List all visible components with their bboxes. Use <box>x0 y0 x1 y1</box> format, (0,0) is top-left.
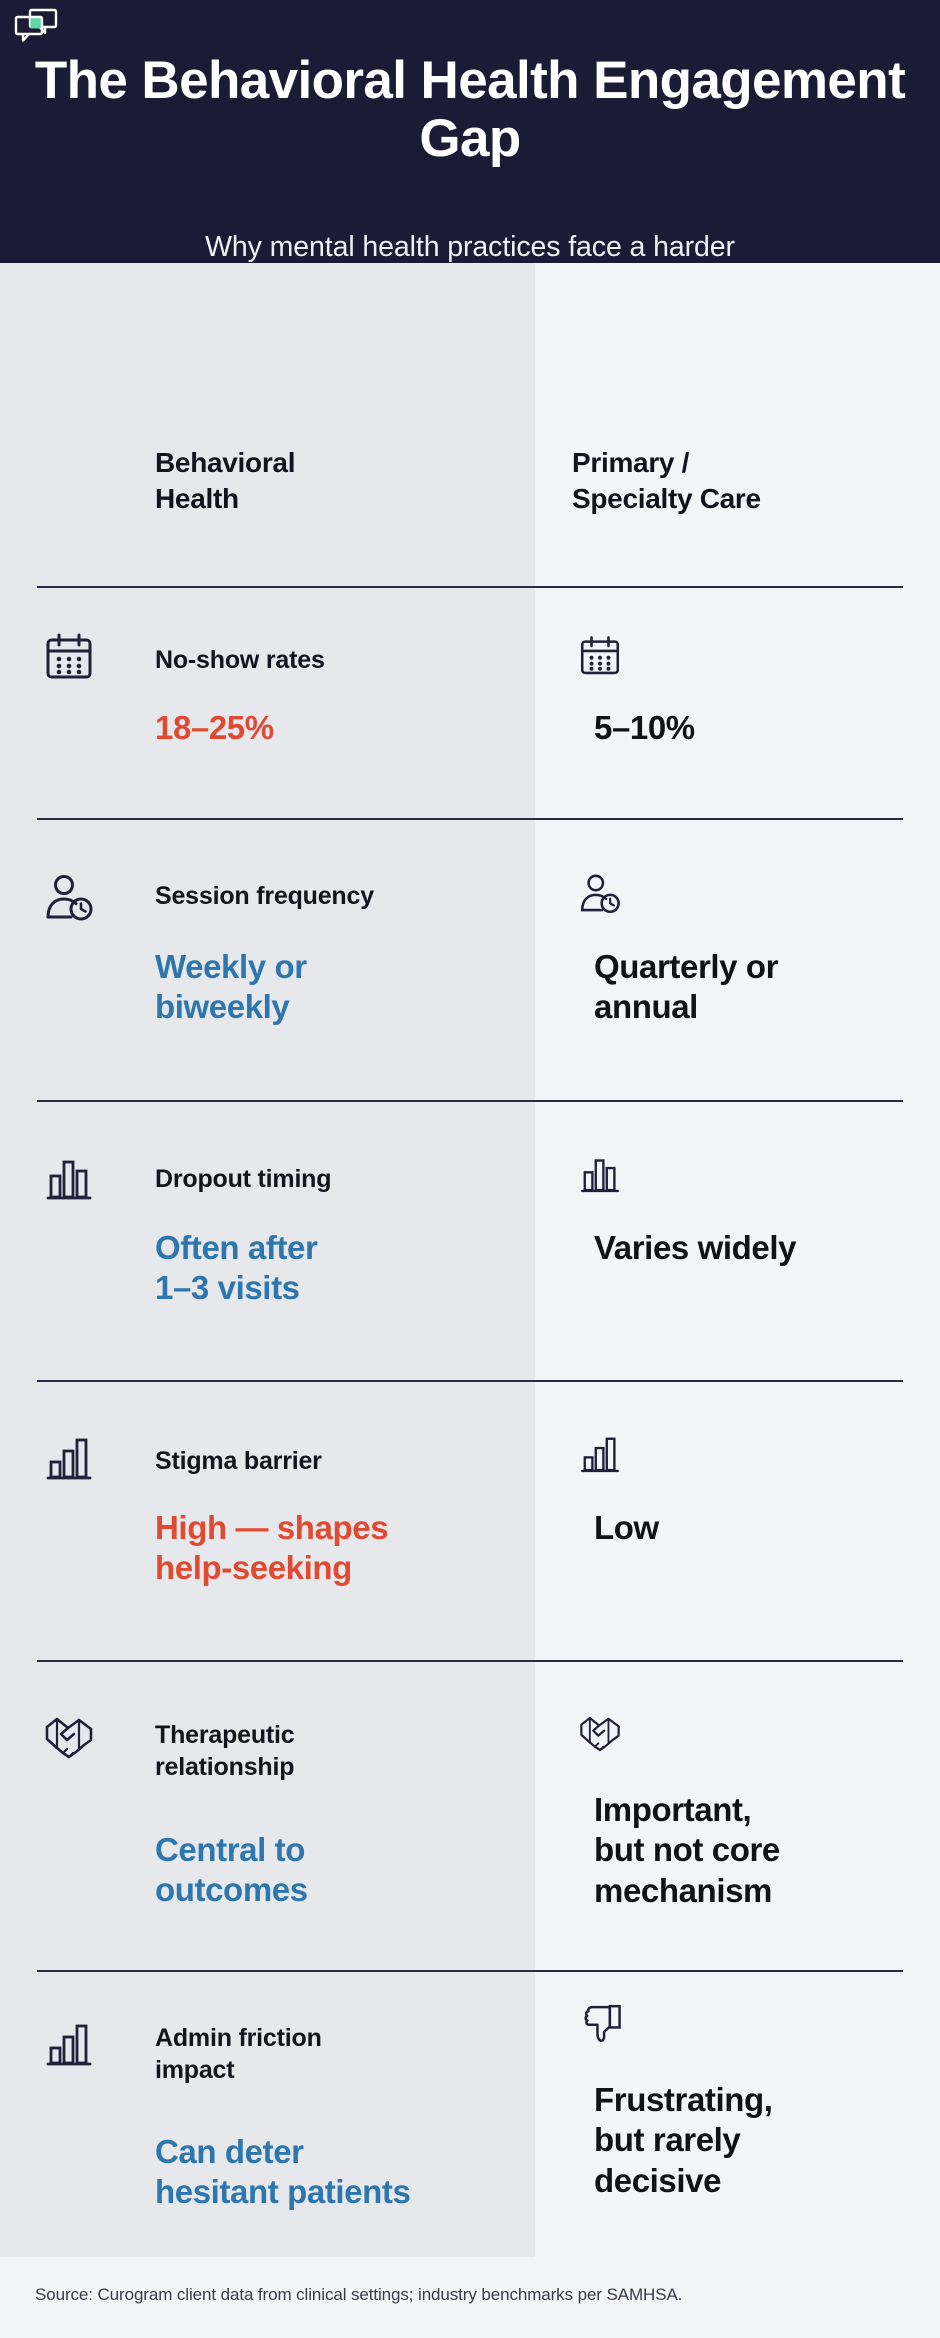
column-header-behavioral-health: Behavioral Health <box>155 445 525 516</box>
metric-value-line: but rarely <box>594 2121 741 2159</box>
metric-value-line: Can deter <box>155 2133 304 2170</box>
metric-value-line: Often after <box>155 1229 318 1266</box>
column-header-left-line-2: Health <box>155 482 239 514</box>
row-divider-2 <box>37 818 903 820</box>
left-column-background <box>0 263 535 2257</box>
column-header-primary-specialty-care: Primary / Specialty Care <box>572 445 932 516</box>
chat-bubbles-icon <box>12 6 60 46</box>
metric-value-left-no-show-rates: 18–25% <box>155 708 525 748</box>
metric-value-right-session-frequency: Quarterly or annual <box>594 947 934 1028</box>
metric-value-line: annual <box>594 988 698 1026</box>
metric-value-line: but not core <box>594 1831 780 1869</box>
metric-value-line: Important, <box>594 1791 752 1828</box>
thumbs-down-icon <box>578 2000 624 2046</box>
metric-label-stigma-barrier: Stigma barrier <box>155 1445 525 1477</box>
metric-value-line: 1–3 visits <box>155 1269 300 1307</box>
metric-value-line: Varies widely <box>594 1229 797 1266</box>
page-title-line-2: Engagement Gap <box>419 51 906 169</box>
metric-value-right-dropout-timing: Varies widely <box>594 1228 934 1268</box>
metric-label-dropout-timing: Dropout timing <box>155 1163 525 1195</box>
metric-value-right-no-show-rates: 5–10% <box>594 708 934 748</box>
metric-label-no-show-rates: No-show rates <box>155 644 525 676</box>
bar-chart-rising-icon <box>578 1432 622 1476</box>
handshake-icon <box>578 1712 622 1756</box>
metric-value-right-therapeutic-relationship: Important, but not core mechanism <box>594 1790 939 1911</box>
row-divider-3 <box>37 1100 903 1102</box>
column-header-right-line-2: Specialty Care <box>572 482 761 514</box>
metric-label-line: Session frequency <box>155 882 374 910</box>
bar-chart-rising-icon <box>43 2018 95 2070</box>
page-subtitle-line-1: Why mental health practices face a harde… <box>205 231 735 263</box>
row-divider-4 <box>37 1380 903 1382</box>
right-column-background <box>535 263 940 2338</box>
metric-value-line: help-seeking <box>155 1549 352 1587</box>
calendar-icon <box>578 634 622 678</box>
metric-value-line: biweekly <box>155 988 290 1026</box>
metric-value-line: High — shapes <box>155 1509 389 1546</box>
metric-value-line: Low <box>594 1509 659 1546</box>
page-title-line-1: The Behavioral Health <box>34 51 580 110</box>
metric-value-right-stigma-barrier: Low <box>594 1508 934 1548</box>
metric-value-line: Central to <box>155 1831 306 1868</box>
metric-value-line: Weekly or <box>155 948 307 985</box>
row-divider-6 <box>37 1970 903 1972</box>
metric-label-admin-friction-impact: Admin friction impact <box>155 2022 525 2086</box>
metric-value-line: 18–25% <box>155 709 274 746</box>
metric-value-line: decisive <box>594 2161 722 2199</box>
metric-value-line: Quarterly or <box>594 948 779 985</box>
handshake-icon <box>43 1712 95 1764</box>
user-clock-icon <box>578 872 622 916</box>
metric-label-therapeutic-relationship: Therapeutic relationship <box>155 1719 525 1783</box>
metric-label-line: Therapeutic <box>155 1721 295 1749</box>
metric-label-line: relationship <box>155 1753 295 1781</box>
source-note: Source: Curogram client data from clinic… <box>35 2285 683 2304</box>
user-clock-icon <box>43 872 95 924</box>
metric-label-line: Admin friction <box>155 2024 322 2052</box>
page-title: The Behavioral Health Engagement Gap <box>0 51 940 169</box>
row-divider-1 <box>37 586 903 588</box>
bar-chart-icon <box>578 1152 622 1196</box>
footer-background <box>0 2257 940 2338</box>
metric-label-line: impact <box>155 2056 235 2084</box>
metric-value-left-therapeutic-relationship: Central to outcomes <box>155 1830 525 1911</box>
metric-label-line: Dropout timing <box>155 1165 332 1193</box>
bar-chart-icon <box>43 1152 95 1204</box>
metric-value-line: outcomes <box>155 1871 308 1909</box>
metric-value-right-admin-friction-impact: Frustrating, but rarely decisive <box>594 2080 939 2201</box>
metric-value-line: Frustrating, <box>594 2081 773 2118</box>
row-divider-5 <box>37 1660 903 1662</box>
metric-value-line: hesitant patients <box>155 2173 411 2211</box>
column-header-left-line-1: Behavioral <box>155 447 296 478</box>
header-banner: The Behavioral Health Engagement Gap Why… <box>0 0 940 301</box>
column-header-right-line-1: Primary / <box>572 447 690 478</box>
metric-value-left-admin-friction-impact: Can deter hesitant patients <box>155 2132 545 2213</box>
bar-chart-rising-icon <box>43 1432 95 1484</box>
metric-value-left-dropout-timing: Often after 1–3 visits <box>155 1228 525 1309</box>
metric-label-line: No-show rates <box>155 646 325 674</box>
metric-label-session-frequency: Session frequency <box>155 880 525 912</box>
metric-value-line: 5–10% <box>594 709 695 746</box>
metric-value-left-stigma-barrier: High — shapes help-seeking <box>155 1508 535 1589</box>
calendar-icon <box>43 631 95 683</box>
metric-value-left-session-frequency: Weekly or biweekly <box>155 947 525 1028</box>
metric-label-line: Stigma barrier <box>155 1447 322 1475</box>
metric-value-line: mechanism <box>594 1871 772 1909</box>
